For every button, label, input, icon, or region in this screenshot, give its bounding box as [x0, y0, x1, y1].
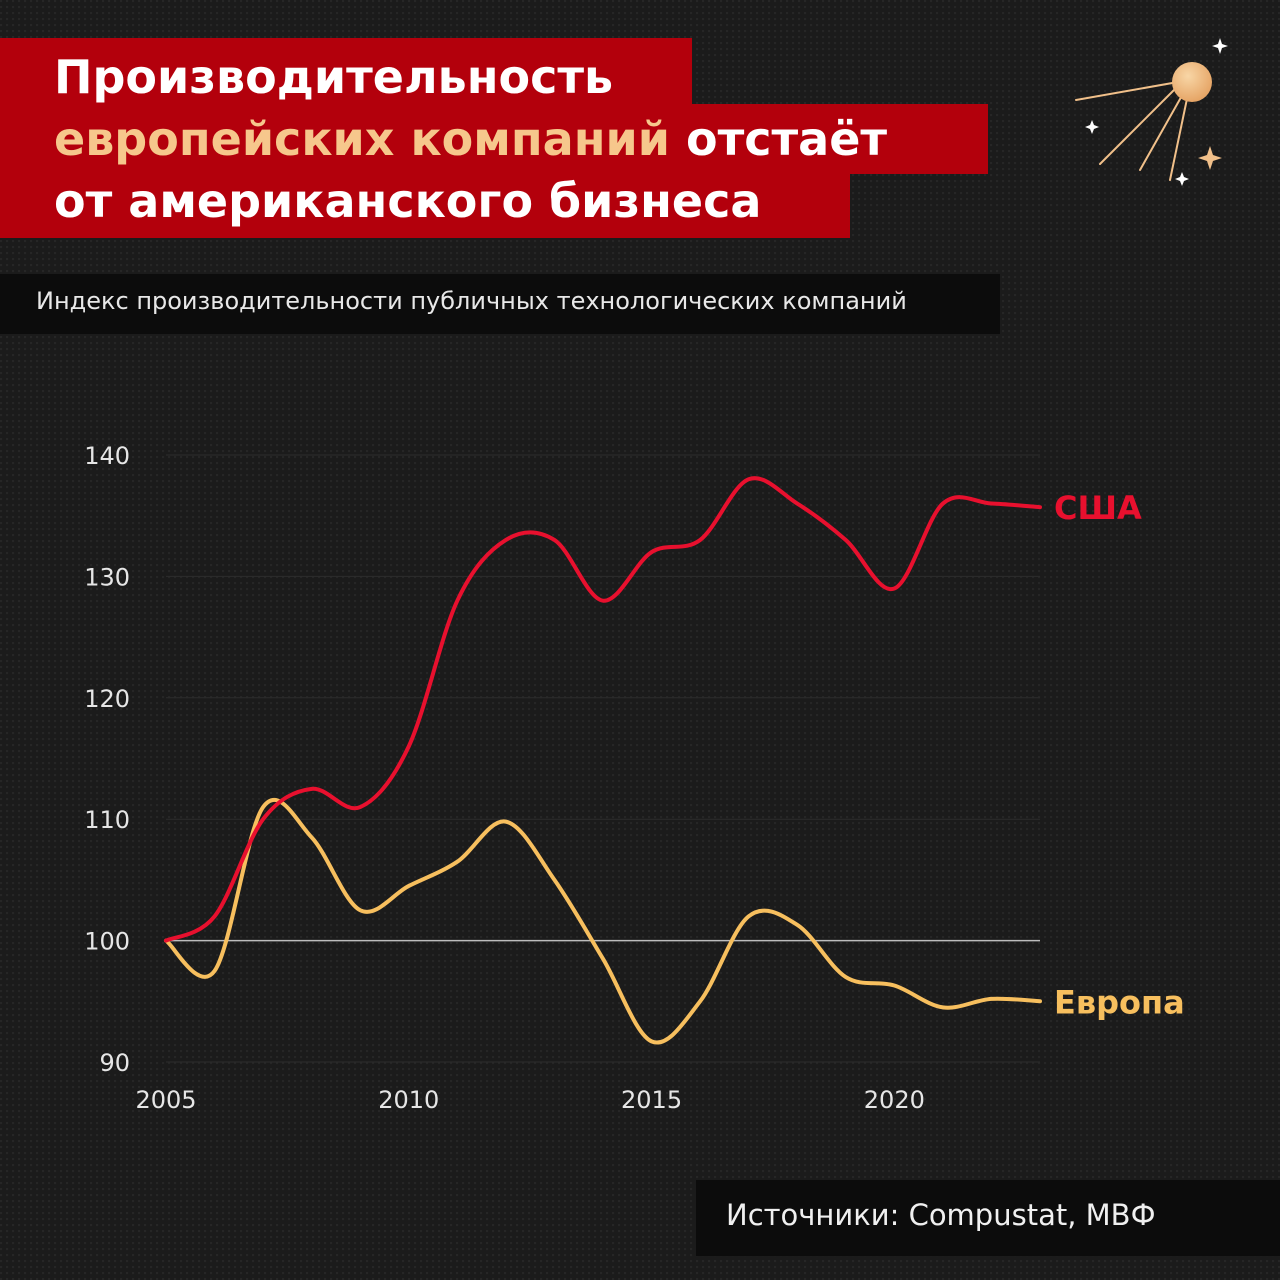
- gridlines: [166, 454, 1040, 1063]
- series-line-europe: [164, 798, 1042, 1045]
- source-box: [696, 1180, 1280, 1256]
- chart-subtitle: Индекс производительности публичных техн…: [36, 287, 907, 315]
- title-line-2-rest: отстаёт: [669, 112, 888, 166]
- title-line-3: от американского бизнеса: [54, 174, 762, 228]
- series-lines: [164, 476, 1042, 1045]
- x-tick-labels: 2005 2010 2015 2020: [135, 1086, 924, 1114]
- y-tick-label: 120: [84, 685, 130, 713]
- series-line-usa: [164, 476, 1042, 943]
- title-band-2: [0, 104, 988, 174]
- y-tick-label: 100: [84, 928, 130, 956]
- sputnik-icon: [1075, 38, 1228, 186]
- title-line-2: европейских компаний отстаёт: [54, 110, 887, 168]
- sparkle-icon: [1198, 146, 1222, 170]
- title-accent: европейских компаний: [54, 112, 670, 166]
- series-labels: США Европа: [1054, 489, 1185, 1021]
- y-tick-label: 110: [84, 806, 130, 834]
- title-band-3: [0, 170, 850, 238]
- series-label-europe: Европа: [1054, 983, 1185, 1021]
- y-tick-labels: 90 100 110 120 130 140: [84, 442, 130, 1077]
- x-tick-label: 2015: [621, 1086, 682, 1114]
- series-label-usa: США: [1054, 489, 1142, 527]
- line-chart: 90 100 110 120 130 140 2005 2010 2015 2020 США Ев…: [84, 442, 1185, 1114]
- x-tick-label: 2005: [135, 1086, 196, 1114]
- x-tick-label: 2010: [378, 1086, 439, 1114]
- x-tick-label: 2020: [864, 1086, 925, 1114]
- y-tick-label: 90: [99, 1049, 130, 1077]
- sparkle-icon: [1175, 172, 1189, 186]
- y-tick-label: 140: [84, 442, 130, 470]
- y-tick-label: 130: [84, 563, 130, 591]
- sparkle-icon: [1085, 120, 1099, 134]
- title-band-1: [0, 38, 692, 104]
- subtitle-box: [0, 274, 1000, 334]
- sparkle-icon: [1212, 38, 1228, 54]
- source-note: Источники: Compustat, МВФ: [726, 1198, 1156, 1232]
- title-line-1: Производительность: [54, 50, 614, 104]
